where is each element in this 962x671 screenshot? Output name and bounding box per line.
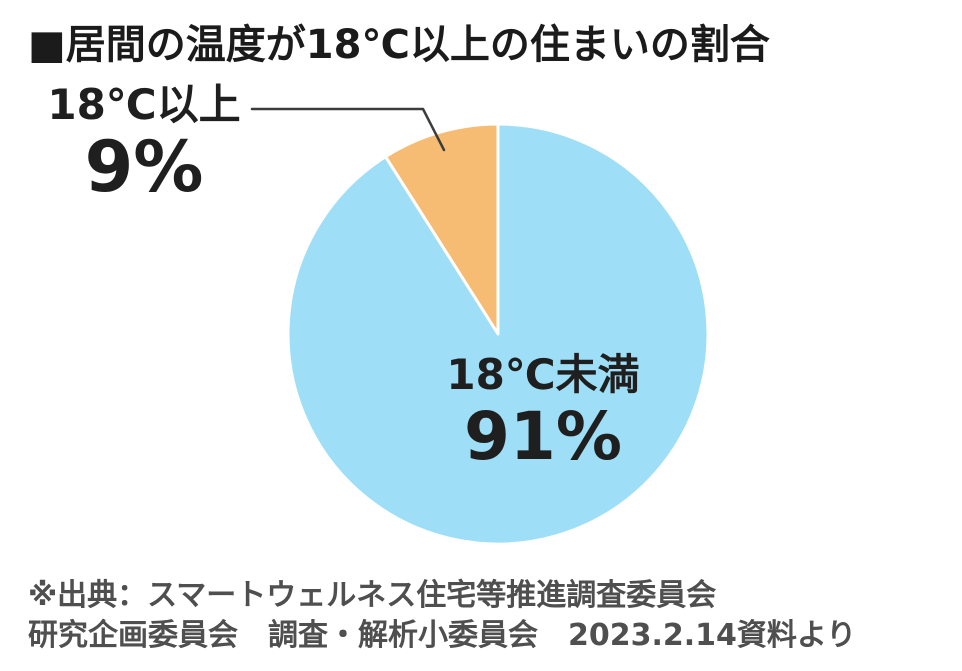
large-slice-value: 91% — [464, 398, 622, 476]
small-slice-label: 18℃以上 — [47, 80, 241, 129]
large-slice-label: 18℃未満 — [446, 350, 640, 399]
callout-small-slice: 18℃以上 9% — [36, 80, 252, 209]
small-slice-value: 9% — [84, 126, 204, 209]
chart-title: ■居間の温度が18℃以上の住まいの割合 — [28, 22, 770, 68]
pie-slice-1 — [286, 122, 710, 546]
pie-slice-0 — [383, 122, 500, 336]
source-note: ※出典：スマートウェルネス住宅等推進調査委員会 研究企画委員会 調査・解析小委員… — [28, 576, 856, 656]
pie-slices-group — [286, 122, 710, 546]
callout-leader-line — [250, 107, 446, 152]
source-line-1: ※出典：スマートウェルネス住宅等推進調査委員会 — [28, 578, 717, 613]
large-slice-label-group: 18℃未満 91% — [446, 350, 640, 476]
source-line-2: 研究企画委員会 調査・解析小委員会 2023.2.14資料より — [28, 618, 857, 653]
